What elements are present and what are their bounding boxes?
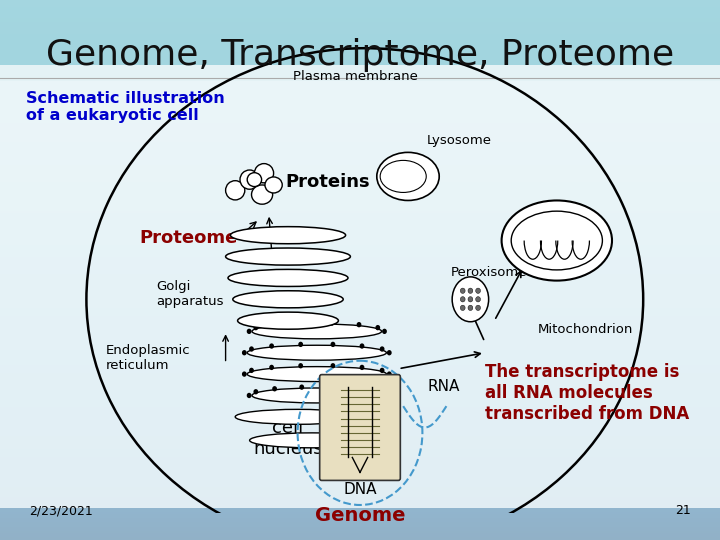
- Text: 21: 21: [675, 504, 691, 517]
- Ellipse shape: [476, 296, 480, 302]
- Ellipse shape: [387, 372, 392, 377]
- Text: Mitochondrion: Mitochondrion: [538, 323, 633, 336]
- Ellipse shape: [250, 433, 374, 448]
- Ellipse shape: [247, 173, 261, 186]
- Ellipse shape: [225, 181, 245, 200]
- Ellipse shape: [233, 291, 343, 308]
- Ellipse shape: [242, 350, 247, 355]
- Ellipse shape: [238, 312, 338, 329]
- Ellipse shape: [359, 364, 364, 370]
- Ellipse shape: [225, 248, 351, 265]
- Ellipse shape: [300, 384, 304, 390]
- Ellipse shape: [251, 185, 273, 204]
- Ellipse shape: [247, 367, 387, 382]
- Ellipse shape: [356, 386, 361, 391]
- Text: RNA: RNA: [427, 380, 459, 394]
- Ellipse shape: [460, 288, 465, 293]
- Ellipse shape: [359, 343, 364, 349]
- Text: Genome: Genome: [315, 505, 405, 524]
- Text: The transcriptome is
all RNA molecules
transcribed from DNA: The transcriptome is all RNA molecules t…: [485, 363, 689, 423]
- Ellipse shape: [247, 329, 251, 334]
- Ellipse shape: [298, 363, 303, 368]
- Ellipse shape: [247, 345, 387, 360]
- Ellipse shape: [298, 342, 303, 347]
- Ellipse shape: [254, 164, 274, 183]
- FancyBboxPatch shape: [320, 375, 400, 481]
- Ellipse shape: [468, 288, 473, 293]
- Ellipse shape: [356, 322, 361, 327]
- Ellipse shape: [511, 211, 603, 270]
- Ellipse shape: [252, 324, 382, 339]
- Text: Endoplasmic
reticulum: Endoplasmic reticulum: [106, 344, 190, 372]
- Ellipse shape: [265, 177, 282, 193]
- Ellipse shape: [460, 296, 465, 302]
- Ellipse shape: [476, 288, 480, 293]
- Ellipse shape: [387, 350, 392, 355]
- Ellipse shape: [460, 305, 465, 310]
- Text: Proteome: Proteome: [139, 230, 238, 247]
- Ellipse shape: [379, 346, 384, 352]
- Bar: [0, 65, 720, 508]
- Ellipse shape: [269, 343, 274, 349]
- Ellipse shape: [375, 325, 380, 330]
- Text: Genome, Transcriptome, Proteome: Genome, Transcriptome, Proteome: [46, 38, 674, 72]
- Ellipse shape: [476, 305, 480, 310]
- Ellipse shape: [272, 386, 277, 391]
- Ellipse shape: [377, 152, 439, 200]
- Ellipse shape: [249, 368, 254, 373]
- Text: cell
nucleus: cell nucleus: [253, 419, 323, 457]
- Ellipse shape: [300, 320, 304, 326]
- Text: Proteins: Proteins: [285, 173, 370, 191]
- Ellipse shape: [382, 329, 387, 334]
- Text: Plasma membrane: Plasma membrane: [293, 70, 418, 83]
- Ellipse shape: [269, 364, 274, 370]
- Ellipse shape: [468, 296, 473, 302]
- Text: 2/23/2021: 2/23/2021: [29, 504, 93, 517]
- Ellipse shape: [242, 372, 247, 377]
- Ellipse shape: [253, 325, 258, 330]
- Bar: [0, 0, 720, 81]
- Ellipse shape: [375, 389, 380, 394]
- Ellipse shape: [330, 363, 336, 368]
- Text: Lysosome: Lysosome: [427, 134, 492, 147]
- Ellipse shape: [228, 269, 348, 287]
- Ellipse shape: [379, 368, 384, 373]
- Text: Golgi
apparatus: Golgi apparatus: [156, 280, 224, 308]
- Ellipse shape: [452, 277, 489, 322]
- Ellipse shape: [330, 342, 336, 347]
- Ellipse shape: [330, 384, 334, 390]
- Text: Schematic illustration
of a eukaryotic cell: Schematic illustration of a eukaryotic c…: [26, 91, 225, 123]
- Ellipse shape: [382, 393, 387, 398]
- Ellipse shape: [253, 389, 258, 394]
- Ellipse shape: [468, 305, 473, 310]
- Ellipse shape: [502, 200, 612, 281]
- Text: DNA: DNA: [343, 482, 377, 497]
- Ellipse shape: [249, 346, 254, 352]
- Ellipse shape: [272, 322, 277, 327]
- Ellipse shape: [230, 227, 346, 244]
- Ellipse shape: [330, 320, 334, 326]
- Ellipse shape: [235, 409, 360, 424]
- Text: Peroxisome: Peroxisome: [451, 266, 528, 279]
- Ellipse shape: [240, 170, 259, 189]
- Ellipse shape: [247, 393, 251, 398]
- Ellipse shape: [252, 388, 382, 403]
